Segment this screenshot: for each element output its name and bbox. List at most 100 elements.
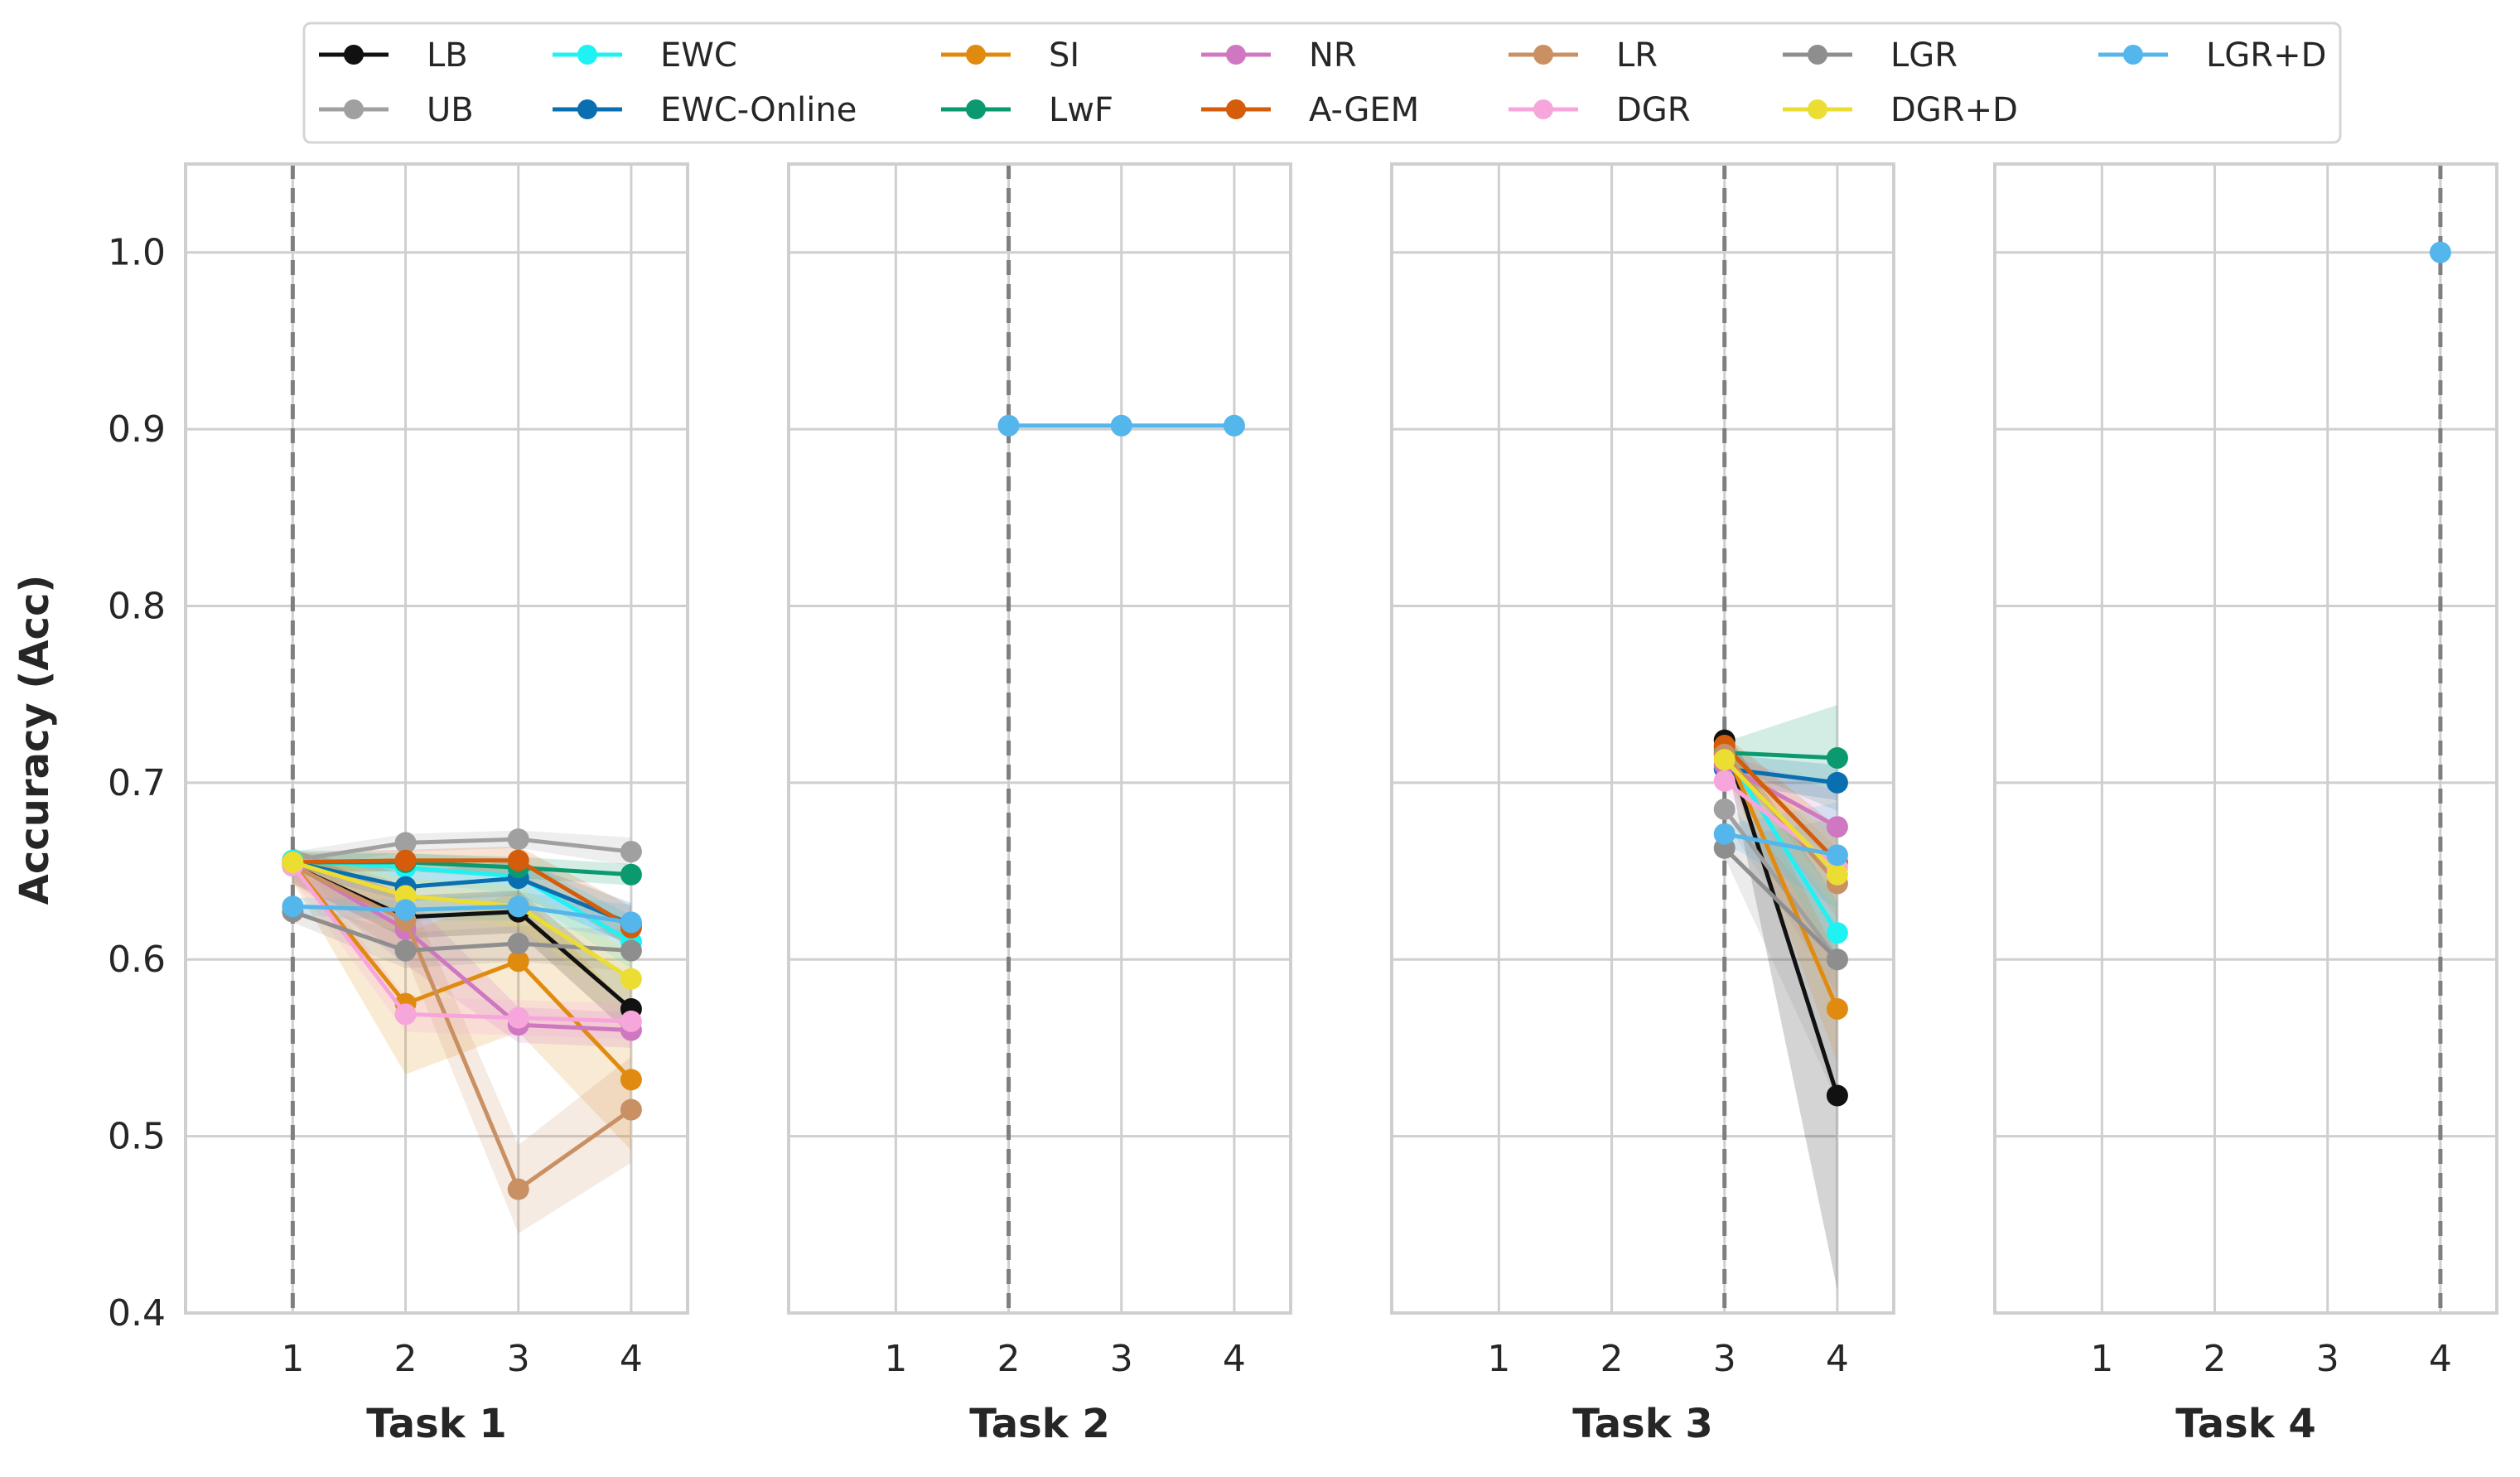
task-3-point-dgr (1713, 770, 1736, 792)
task-3-line-lgr (1722, 847, 1839, 962)
task-3-point-lwf (1826, 746, 1848, 769)
task-3-point-dgr-d (1826, 863, 1848, 886)
y-tick-label: 0.9 (108, 408, 166, 451)
task-1-point-si (620, 1069, 642, 1091)
legend-label-lb: LB (427, 36, 468, 75)
task-1-x-tick-label: 4 (620, 1338, 643, 1380)
legend-item-nr: NR (1201, 36, 1357, 75)
task-1-band-a-gem (292, 846, 631, 949)
legend-marker-ub (344, 99, 364, 119)
task-1-point-dgr-d (620, 968, 642, 990)
task-4-x-tick-label: 2 (2204, 1338, 2227, 1380)
task-3-point-nr (1826, 816, 1848, 838)
task-1-point-lgr-d (507, 895, 529, 918)
legend: LB UB EWC EWC-Online SI LwF NR A-GEM LR DGR LGR DGR… (302, 22, 2342, 144)
task-3-x-tick-label: 4 (1826, 1338, 1849, 1380)
task-2-x-tick-label: 4 (1223, 1338, 1246, 1380)
task-3-line-lb (1722, 739, 1840, 1097)
task-1-point-dgr (620, 1010, 642, 1032)
legend-label-dgr-d: DGR+D (1890, 91, 2018, 129)
task-3-band-lwf (1724, 704, 1837, 811)
y-tick-label: 0.4 (108, 1292, 166, 1335)
legend-label-lgr-d: LGR+D (2206, 36, 2326, 75)
task-1-panel: 1 2 3 4 0.4 0.5 0.6 0.7 0.8 0.9 1.0 Task 1 (108, 162, 689, 1447)
task-3-point-dgr-d (1713, 749, 1736, 771)
legend-label-lr: LR (1616, 36, 1658, 75)
task-1-point-lgr-d (394, 899, 417, 921)
task-3-point-lgr-d (1826, 844, 1848, 866)
legend-marker-lgr-d (2123, 45, 2143, 65)
task-1-x-tick-label: 2 (394, 1338, 418, 1380)
legend-marker-lb (344, 45, 364, 65)
task-2-x-tick-label: 2 (997, 1338, 1021, 1380)
task-3-line-a-gem (1722, 744, 1839, 864)
task-1-point-lgr-d (620, 911, 642, 934)
task-1-point-lgr-d (282, 895, 304, 918)
y-tick-label: 0.5 (108, 1116, 166, 1158)
legend-item-a-gem: A-GEM (1201, 91, 1419, 129)
task-2-point-lgr-d (997, 414, 1020, 437)
task-2-panel: 1 2 3 4 Task 2 (787, 162, 1292, 1447)
task-1-line-lgr (292, 910, 632, 953)
task-1-point-lr (620, 1098, 642, 1121)
task-3-x-tick-label: 3 (1713, 1338, 1736, 1380)
legend-item-lb: LB (319, 36, 468, 75)
task-1-line-ewc-online (292, 860, 632, 926)
task-4-x-axis-title: Task 4 (2175, 1401, 2316, 1447)
task-1-point-ub (620, 841, 642, 863)
task-3-point-si (1826, 997, 1848, 1020)
task-3-point-lgr (1826, 948, 1848, 971)
legend-marker-nr (1226, 45, 1246, 65)
legend-marker-si (966, 45, 986, 65)
task-1-band-lgr (292, 900, 631, 973)
legend-label-nr: NR (1309, 36, 1357, 75)
task-1-x-tick-label: 1 (281, 1338, 304, 1380)
task-1-point-lgr (507, 933, 529, 955)
legend-item-si: SI (941, 36, 1079, 75)
task-3-band-lb (1724, 729, 1837, 1291)
task-2-x-tick-label: 3 (1110, 1338, 1133, 1380)
legend-marker-dgr-d (1808, 99, 1827, 119)
task-1-band-dgr (292, 852, 631, 1040)
y-tick-label: 1.0 (108, 232, 166, 274)
task-1-point-ub (394, 832, 417, 854)
task-1-line-a-gem (292, 858, 633, 929)
task-1-line-ub (292, 837, 632, 863)
legend-item-ewc: EWC (553, 36, 737, 75)
task-4-panel: 1 2 3 4 Task 4 (1993, 162, 2498, 1447)
task-1-frame (184, 162, 689, 1315)
task-1-point-dgr (507, 1006, 529, 1029)
task-2-point-lgr-d (1223, 414, 1245, 437)
task-3-point-ewc (1826, 922, 1848, 944)
task-1-band-lr (292, 847, 631, 1233)
legend-item-dgr-d: DGR+D (1783, 91, 2018, 129)
task-3-line-dgr-d (1722, 758, 1839, 876)
task-3-point-ub (1713, 798, 1736, 820)
task-1-band-nr (292, 849, 631, 1048)
legend-label-ewc-online: EWC-Online (660, 91, 857, 129)
legend-marker-a-gem (1226, 99, 1246, 119)
task-1-point-ub (507, 828, 529, 851)
task-3-x-axis-title: Task 3 (1572, 1401, 1713, 1447)
legend-marker-lr (1533, 45, 1553, 65)
task-2-point-lgr-d (1110, 414, 1132, 437)
legend-label-a-gem: A-GEM (1309, 91, 1419, 129)
y-tick-label: 0.6 (108, 939, 166, 981)
task-1-point-si (507, 950, 529, 973)
task-4-point-lgr-d (2429, 241, 2451, 263)
task-1-x-tick-label: 3 (507, 1338, 530, 1380)
task-1-point-lr (507, 1178, 529, 1200)
task-1-point-lgr (620, 939, 642, 962)
legend-marker-ewc-online (577, 99, 597, 119)
task-2-x-axis-title: Task 2 (969, 1401, 1110, 1447)
task-3-panel: 1 2 3 4 Task 3 (1390, 162, 1895, 1447)
task-2-frame (787, 162, 1292, 1315)
legend-item-ewc-online: EWC-Online (553, 91, 857, 129)
task-1-point-dgr (394, 1003, 417, 1026)
y-axis-title: Accuracy (Acc) (12, 575, 58, 905)
task-1-point-a-gem (394, 849, 417, 871)
task-2-x-tick-label: 1 (884, 1338, 907, 1380)
task-3-point-lb (1826, 1084, 1848, 1107)
y-tick-label: 0.7 (108, 762, 166, 804)
